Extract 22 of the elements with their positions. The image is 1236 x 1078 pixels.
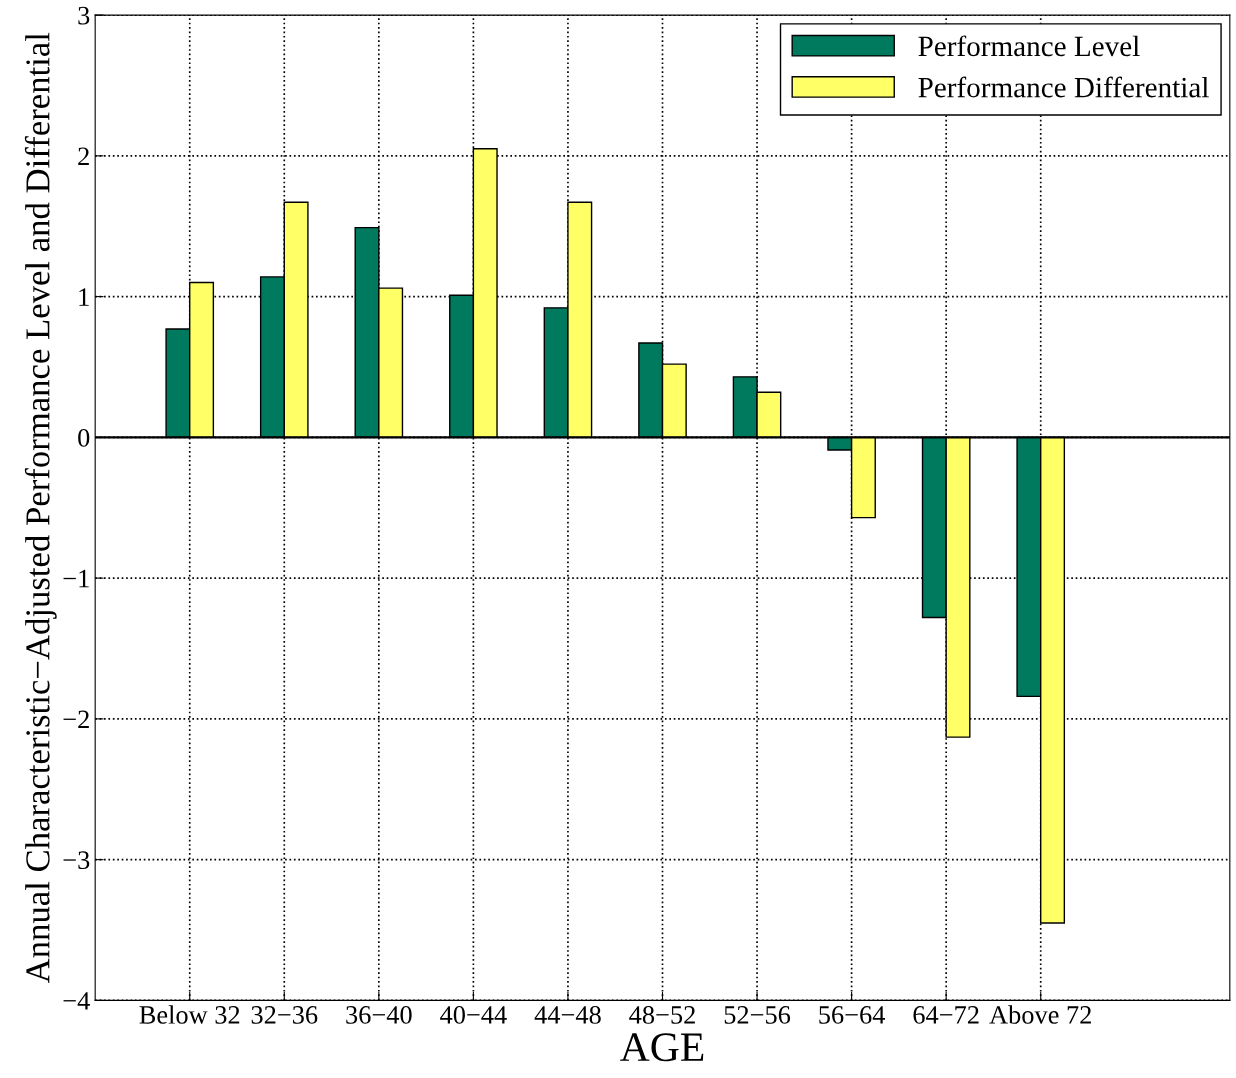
y-tick-label: 0	[78, 428, 90, 447]
x-tick-label: 40−44	[440, 1006, 507, 1024]
legend-label: Performance Level	[918, 35, 1140, 57]
y-axis-title: Annual Characteristic−Adjusted Performance Level and Differential	[24, 32, 57, 984]
y-tick-label: −1	[63, 569, 89, 588]
x-tick-label: 44−48	[534, 1006, 601, 1024]
x-tick-label: 48−52	[629, 1006, 695, 1024]
y-tick-label: −2	[63, 710, 89, 729]
y-tick-label: 1	[79, 288, 89, 306]
x-tick-label: 36−40	[346, 1006, 412, 1024]
y-tick-label: −4	[63, 992, 90, 1010]
legend-label: Performance Differential	[918, 76, 1209, 98]
x-tick-label: Below 32	[139, 1005, 240, 1024]
x-tick-label: 64−72	[913, 1006, 979, 1024]
y-tick-label: 2	[78, 147, 89, 165]
x-axis-title: AGE	[620, 1033, 704, 1062]
x-tick-label: 52−56	[724, 1006, 791, 1024]
y-tick-label: 3	[78, 6, 90, 25]
x-tick-label: Above 72	[989, 1005, 1091, 1024]
y-tick-label: −3	[63, 851, 90, 870]
x-tick-label: 32−36	[251, 1006, 318, 1024]
x-tick-label: 56−64	[819, 1006, 886, 1024]
